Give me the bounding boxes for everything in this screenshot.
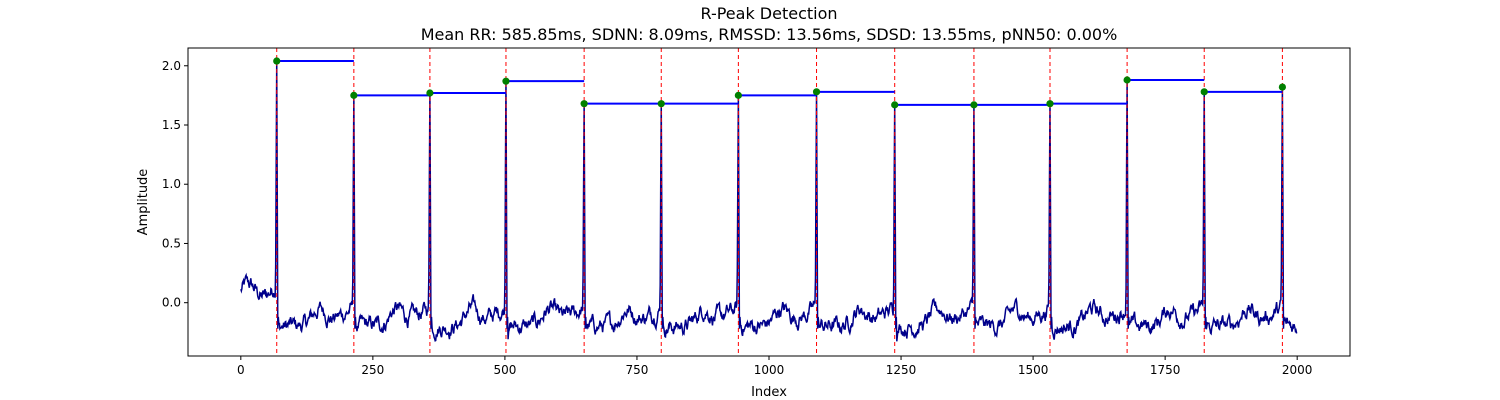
peak-marker-11 bbox=[1123, 76, 1131, 84]
y-tick-label-2: 1.0 bbox=[162, 177, 181, 191]
y-axis: 0.0 0.5 1.0 1.5 2.0 bbox=[162, 59, 188, 310]
peak-marker-4 bbox=[580, 100, 588, 108]
x-axis: 0 250 500 750 1000 1250 1500 1750 2000 bbox=[237, 356, 1312, 377]
chart-title: R-Peak Detection bbox=[700, 4, 837, 23]
ecg-signal-line bbox=[240, 61, 1298, 342]
peak-marker-9 bbox=[970, 101, 978, 109]
peak-marker-6 bbox=[734, 91, 742, 99]
peak-marker-3 bbox=[502, 77, 510, 85]
peak-marker-8 bbox=[891, 101, 899, 109]
peak-marker-5 bbox=[657, 100, 665, 108]
peak-marker-2 bbox=[426, 89, 434, 97]
x-tick-label-0: 0 bbox=[237, 363, 245, 377]
x-tick-label-3: 750 bbox=[626, 363, 649, 377]
x-tick-label-7: 1750 bbox=[1150, 363, 1181, 377]
chart-subtitle: Mean RR: 585.85ms, SDNN: 8.09ms, RMSSD: … bbox=[421, 25, 1118, 44]
x-tick-label-1: 250 bbox=[361, 363, 384, 377]
peak-marker-12 bbox=[1200, 88, 1208, 96]
plot-area bbox=[240, 48, 1298, 356]
y-tick-label-4: 2.0 bbox=[162, 59, 181, 73]
x-tick-label-2: 500 bbox=[493, 363, 516, 377]
peak-marker-1 bbox=[350, 91, 358, 99]
y-tick-label-3: 1.5 bbox=[162, 118, 181, 132]
peak-marker-7 bbox=[812, 88, 821, 96]
y-tick-label-0: 0.0 bbox=[162, 296, 181, 310]
x-axis-label: Index bbox=[751, 385, 787, 400]
x-tick-label-4: 1000 bbox=[754, 363, 785, 377]
x-tick-label-8: 2000 bbox=[1282, 363, 1313, 377]
y-tick-label-1: 0.5 bbox=[162, 236, 181, 250]
x-tick-label-6: 1500 bbox=[1018, 363, 1049, 377]
peak-marker-10 bbox=[1046, 100, 1054, 108]
x-tick-label-5: 1250 bbox=[886, 363, 917, 377]
peak-marker-13 bbox=[1278, 83, 1286, 91]
y-axis-label: Amplitude bbox=[136, 169, 151, 236]
peak-marker-0 bbox=[273, 57, 281, 65]
